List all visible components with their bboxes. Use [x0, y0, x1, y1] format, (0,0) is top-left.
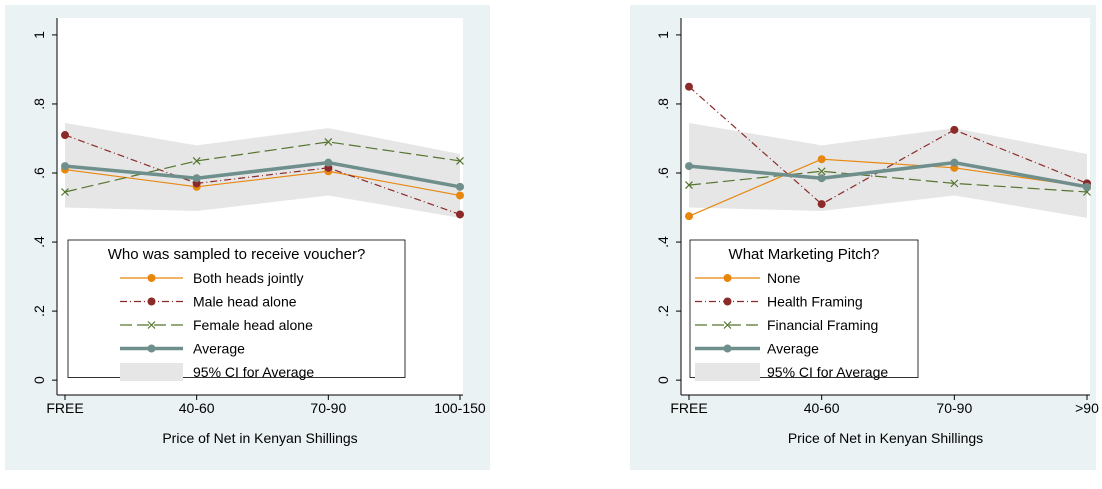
legend-marker	[723, 321, 732, 329]
x-tick-label: 40-60	[804, 400, 840, 416]
legend-swatch	[695, 363, 760, 381]
series-line	[688, 160, 1088, 189]
marker	[324, 158, 333, 167]
marker	[950, 125, 959, 134]
marker	[456, 182, 464, 191]
legend-marker	[147, 321, 156, 329]
marker-stroke	[192, 157, 201, 165]
legend-marker	[723, 274, 732, 282]
marker	[192, 157, 201, 165]
y-tick-label: .4	[31, 236, 47, 248]
y-tick-label: .6	[655, 167, 671, 179]
y-tick-label: .8	[655, 98, 671, 110]
marker-stroke	[817, 167, 826, 176]
y-tick-label: .6	[31, 167, 47, 179]
marker	[950, 158, 959, 167]
marker	[1083, 182, 1091, 191]
legend-label: Male head alone	[193, 294, 297, 310]
series-line	[64, 168, 461, 197]
y-tick-label: 0	[31, 376, 47, 384]
legend-label: Average	[193, 341, 245, 357]
series-line	[64, 134, 461, 216]
panel: 0 .2 .4 .6 .8 1 FREE 40-60 70-90 >90 Price of Net …	[630, 5, 1099, 470]
marker	[685, 181, 693, 190]
y-tick-label: .2	[31, 305, 47, 317]
marker	[456, 157, 464, 165]
legend-swatch	[120, 363, 183, 381]
legend-label: 95% CI for Average	[193, 364, 314, 380]
legend-label: Health Framing	[767, 294, 863, 310]
legend-label: 95% CI for Average	[767, 364, 888, 380]
y-tick-label: 1	[31, 31, 47, 39]
legend-label: Female head alone	[193, 317, 313, 333]
marker	[456, 210, 464, 219]
marker-stroke	[324, 138, 333, 146]
y-tick-label: .4	[655, 236, 671, 248]
x-tick-label: 70-90	[936, 400, 972, 416]
marker	[192, 174, 201, 183]
x-tick-label: FREE	[670, 400, 707, 416]
x-axis-label: Price of Net in Kenyan Shillings	[788, 430, 983, 446]
marker	[456, 191, 464, 200]
legend-label: Both heads jointly	[193, 270, 304, 286]
marker	[61, 162, 69, 171]
marker	[685, 82, 693, 91]
y-tick-label: 1	[655, 31, 671, 39]
x-tick-label: >90	[1075, 400, 1099, 416]
legend-label: Financial Framing	[767, 317, 878, 333]
legend-marker	[147, 297, 156, 306]
legend-title: What Marketing Pitch?	[729, 246, 880, 263]
legend-label: Average	[767, 341, 819, 357]
x-tick-label: 100-150	[434, 400, 486, 416]
y-tick-label: .8	[31, 98, 47, 110]
marker	[817, 174, 826, 183]
x-tick-label: 70-90	[310, 400, 346, 416]
legend-marker	[723, 344, 732, 353]
x-tick-label: FREE	[46, 400, 83, 416]
marker-stroke	[456, 157, 464, 165]
marker-stroke	[61, 188, 69, 196]
marker-stroke	[950, 179, 959, 188]
marker	[685, 212, 693, 221]
y-tick-label: .2	[655, 305, 671, 317]
marker	[324, 138, 333, 146]
legend-marker	[723, 297, 732, 306]
marker	[61, 131, 69, 140]
series-line	[688, 170, 1088, 193]
legend-box	[67, 239, 406, 378]
marker	[685, 162, 693, 171]
marker	[817, 167, 826, 176]
x-axis-label: Price of Net in Kenyan Shillings	[162, 430, 357, 446]
marker	[817, 155, 826, 164]
panel: 0 .2 .4 .6 .8 1 FREE 40-60 70-90 100-150 Price of …	[5, 5, 490, 470]
legend-label: None	[767, 270, 801, 286]
y-tick-label: 0	[655, 376, 671, 384]
marker-stroke	[685, 181, 693, 190]
series-line	[688, 86, 1088, 205]
series-line	[64, 160, 461, 189]
legend-box	[689, 239, 919, 378]
x-tick-label: 40-60	[179, 400, 215, 416]
series-line	[688, 158, 1088, 217]
legend-title: Who was sampled to receive voucher?	[108, 246, 366, 263]
marker	[817, 200, 826, 209]
legend-marker	[147, 344, 156, 353]
marker	[61, 188, 69, 196]
legend-marker	[147, 274, 156, 282]
marker	[950, 179, 959, 188]
series-line	[64, 141, 461, 193]
